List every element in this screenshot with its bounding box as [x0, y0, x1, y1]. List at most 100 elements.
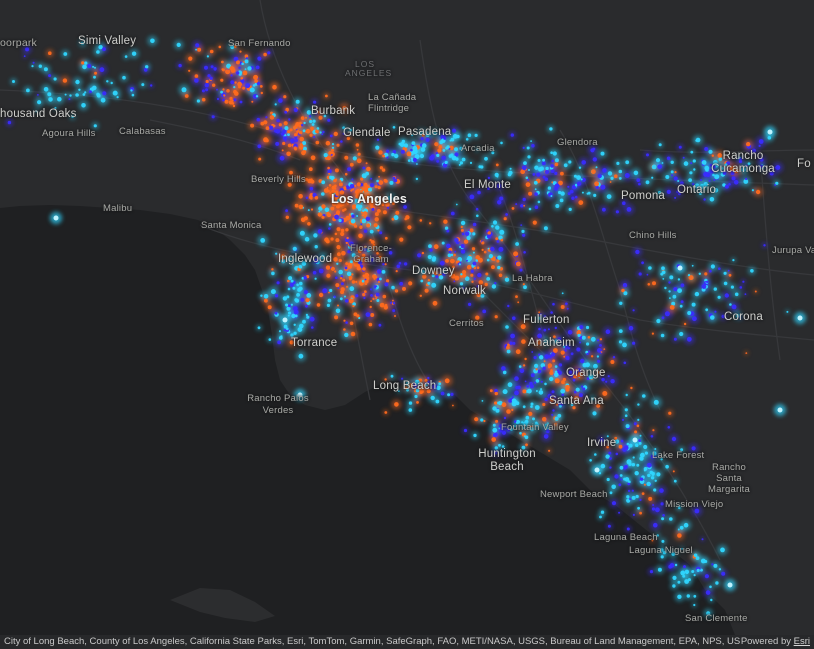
density-dot [542, 158, 545, 162]
density-dot [699, 192, 702, 196]
density-dot [299, 121, 302, 125]
density-dot [616, 161, 620, 165]
density-dot [276, 118, 280, 123]
density-dot [333, 131, 338, 137]
density-dot [691, 264, 694, 267]
density-dot [346, 285, 349, 288]
density-dot [557, 369, 560, 372]
density-dot [278, 330, 282, 333]
density-dot [99, 67, 105, 73]
density-dot [651, 539, 654, 542]
density-dot [353, 312, 358, 317]
density-dot [470, 269, 474, 273]
density-dot [651, 471, 655, 476]
density-dot [357, 257, 362, 261]
density-dot [450, 258, 455, 264]
density-dot [343, 328, 346, 331]
density-dot [75, 79, 80, 85]
density-dot [586, 377, 590, 380]
density-dot [514, 376, 519, 381]
density-dot [434, 142, 439, 147]
density-dot [704, 574, 710, 579]
density-dot [317, 229, 323, 234]
label-newport-beach: Newport Beach [540, 489, 608, 500]
density-dot [517, 301, 520, 304]
density-dot [265, 116, 268, 119]
density-dot [525, 182, 531, 188]
density-dot [618, 177, 622, 180]
density-dot [605, 329, 611, 335]
density-dot [458, 163, 461, 166]
density-dot [340, 287, 345, 292]
density-dot [579, 341, 582, 344]
density-dot [325, 239, 330, 244]
density-dot [296, 175, 300, 179]
density-dot [274, 294, 279, 298]
density-dot [344, 155, 349, 160]
density-dot [638, 182, 641, 186]
density-dot [375, 145, 380, 150]
density-dot [334, 184, 337, 188]
density-dot [269, 115, 275, 120]
density-dot [655, 507, 660, 513]
density-dot [527, 388, 532, 394]
density-dot [524, 380, 527, 383]
esri-link[interactable]: Esri [793, 636, 810, 647]
density-dot [614, 439, 620, 444]
density-dot [600, 510, 605, 514]
density-dot [553, 335, 556, 339]
density-dot [750, 269, 754, 273]
density-dot [581, 335, 586, 340]
density-dot [590, 355, 594, 358]
density-dot [671, 301, 676, 306]
density-dot [502, 389, 508, 395]
density-dot [374, 217, 379, 222]
density-dot [334, 315, 339, 320]
density-dot [384, 378, 387, 381]
density-dot [48, 74, 52, 78]
density-dot [274, 103, 277, 106]
density-dot [679, 525, 684, 530]
label-beverly-hills: Beverly Hills [251, 174, 306, 185]
density-dot [653, 399, 659, 405]
density-dot [349, 260, 353, 264]
density-dot [622, 342, 627, 348]
density-dot [25, 47, 30, 52]
density-dot [669, 517, 673, 521]
density-dot [717, 153, 723, 158]
density-dot [340, 282, 344, 286]
label-la-canada-flintridge: La Cañada Flintridge [368, 92, 417, 114]
density-dot [94, 66, 96, 69]
density-dot [639, 434, 642, 437]
label-malibu: Malibu [103, 203, 133, 214]
density-dot [534, 188, 537, 191]
density-dot [442, 163, 448, 168]
density-dot [568, 370, 573, 375]
density-dot [586, 342, 590, 346]
density-dot [430, 395, 435, 401]
density-dot [661, 316, 665, 320]
density-dot [534, 381, 537, 384]
density-dot [284, 110, 288, 114]
density-dot [343, 319, 346, 322]
density-dot [513, 425, 516, 428]
density-dot [315, 140, 320, 145]
density-dot [673, 176, 678, 181]
density-dot [405, 215, 410, 220]
density-dot [458, 263, 461, 266]
density-dot [680, 283, 685, 288]
density-dot [660, 333, 665, 338]
density-dot [276, 281, 280, 285]
density-dot [419, 219, 423, 222]
density-dot [601, 377, 605, 382]
density-dot [293, 323, 296, 326]
density-dot [639, 477, 644, 481]
density-dot [574, 370, 579, 375]
density-dot [260, 294, 263, 297]
density-dot [614, 436, 618, 440]
density-dot [517, 385, 521, 390]
density-dot [305, 304, 308, 308]
density-dot [425, 133, 430, 138]
